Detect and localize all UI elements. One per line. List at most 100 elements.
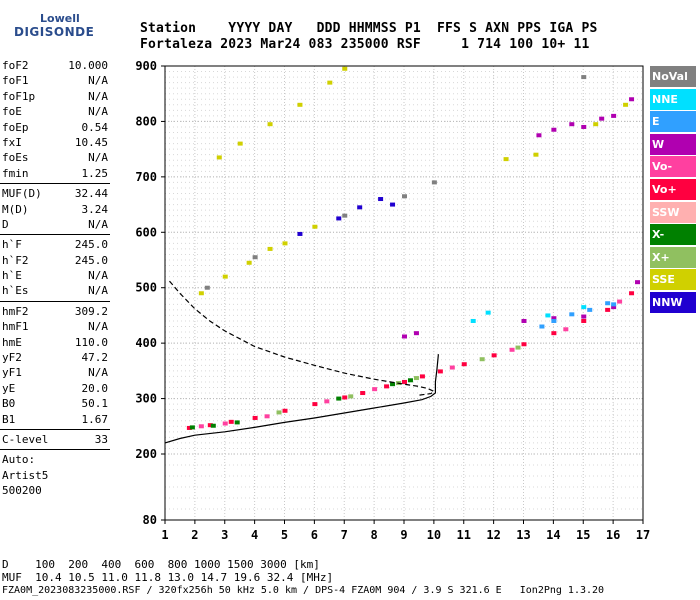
separator-line: [0, 183, 110, 185]
legend-item: SSE: [650, 269, 696, 291]
data-point: [587, 307, 593, 312]
legend-item: Vo+: [650, 178, 696, 200]
data-point: [617, 299, 623, 304]
y-tick-label: 80: [143, 513, 157, 527]
data-point: [390, 202, 396, 207]
x-tick-label: 13: [516, 528, 530, 542]
data-point: [581, 318, 587, 323]
x-tick-label: 6: [311, 528, 318, 542]
x-tick-label: 1: [161, 528, 168, 542]
data-point: [336, 216, 342, 221]
param-row: h`F2 245.0: [0, 253, 112, 268]
data-point: [360, 391, 366, 396]
footer-muf-row: MUF 10.4 10.5 11.0 11.8 13.0 14.7 19.6 3…: [2, 571, 334, 584]
data-point: [635, 280, 641, 285]
param-value: 110.0: [74, 335, 108, 349]
data-point: [605, 301, 611, 306]
param-label: yF1: [2, 366, 22, 380]
x-tick-label: 5: [281, 528, 288, 542]
param-value: 33: [94, 432, 108, 446]
data-point: [297, 231, 303, 236]
data-point: [210, 423, 216, 428]
x-tick-label: 2: [191, 528, 198, 542]
data-point: [207, 423, 213, 428]
param-value: N/A: [88, 105, 108, 119]
param-value: N/A: [88, 320, 108, 334]
footer-distance-row: D 100 200 400 600 800 1000 1500 3000 [km…: [2, 558, 320, 571]
param-row: h`E N/A: [0, 268, 112, 283]
param-label: h`E: [2, 269, 22, 283]
param-row: foF1p N/A: [0, 89, 112, 104]
auto-scaling-line: 500200: [0, 483, 112, 498]
param-value: N/A: [88, 74, 108, 88]
param-label: hmF1: [2, 320, 29, 334]
param-value: 47.2: [81, 351, 109, 365]
data-point: [509, 347, 515, 352]
auto-scaling-text: Artist5: [2, 468, 49, 482]
y-tick-label: 500: [135, 281, 157, 295]
data-point: [581, 75, 587, 80]
param-value: 3.24: [81, 202, 109, 216]
data-point: [264, 414, 270, 419]
data-point: [228, 419, 234, 424]
data-point: [581, 124, 587, 129]
param-row: B1 1.67: [0, 412, 112, 427]
data-point: [485, 310, 491, 315]
param-label: yF2: [2, 351, 22, 365]
data-point: [470, 318, 476, 323]
legend-item: W: [650, 133, 696, 155]
x-tick-label: 4: [251, 528, 258, 542]
auto-scaling-line: Auto:: [0, 452, 112, 467]
data-point: [189, 425, 195, 430]
data-point: [402, 194, 407, 199]
legend-item: E: [650, 111, 696, 133]
data-point: [593, 122, 599, 127]
param-value: N/A: [88, 269, 108, 283]
data-point: [342, 395, 348, 400]
data-point: [551, 316, 557, 321]
param-label: M(D): [2, 202, 29, 216]
solid-profile-curve: [164, 354, 439, 444]
data-point: [234, 420, 240, 425]
param-row: foEp 0.54: [0, 120, 112, 135]
data-point: [581, 305, 587, 310]
data-point: [204, 285, 210, 290]
param-value: 0.54: [81, 120, 109, 134]
data-point: [252, 255, 258, 260]
legend-item: NNE: [650, 88, 696, 110]
separator-line: [0, 234, 110, 236]
param-row: foF2 10.000: [0, 58, 112, 73]
header-line-2: Fortaleza 2023 Mar24 083 235000 RSF 1 71…: [140, 37, 590, 52]
data-point: [629, 291, 635, 296]
legend-item: SSW: [650, 201, 696, 223]
param-row: fmin 1.25: [0, 166, 112, 181]
data-point: [521, 318, 527, 323]
data-point: [545, 313, 551, 318]
data-point: [449, 365, 455, 370]
param-row: yF2 47.2: [0, 350, 112, 365]
legend-item: X+: [650, 246, 696, 268]
param-label: B0: [2, 397, 16, 411]
data-point: [198, 424, 204, 429]
param-value: N/A: [88, 366, 108, 380]
data-point: [551, 318, 557, 323]
param-row: foEs N/A: [0, 150, 112, 165]
data-point: [437, 369, 443, 374]
data-point: [521, 342, 527, 347]
data-point: [216, 155, 222, 160]
x-tick-label: 10: [427, 528, 441, 542]
data-point: [372, 387, 378, 392]
legend-item: NoVal: [650, 66, 696, 87]
param-row: M(D) 3.24: [0, 202, 112, 217]
parameter-sidebar: foF2 10.000 foF1 N/A foF1p N/A foE N/A foEp 0.54 f…: [0, 58, 112, 499]
x-tick-label: 3: [221, 528, 228, 542]
param-value: 309.2: [74, 304, 108, 318]
param-row: D N/A: [0, 217, 112, 232]
param-value: 245.0: [74, 238, 108, 252]
data-point: [491, 353, 497, 358]
data-point: [348, 394, 354, 399]
separator-line: [0, 428, 110, 430]
param-value: 32.44: [74, 187, 108, 201]
data-point: [198, 291, 204, 296]
